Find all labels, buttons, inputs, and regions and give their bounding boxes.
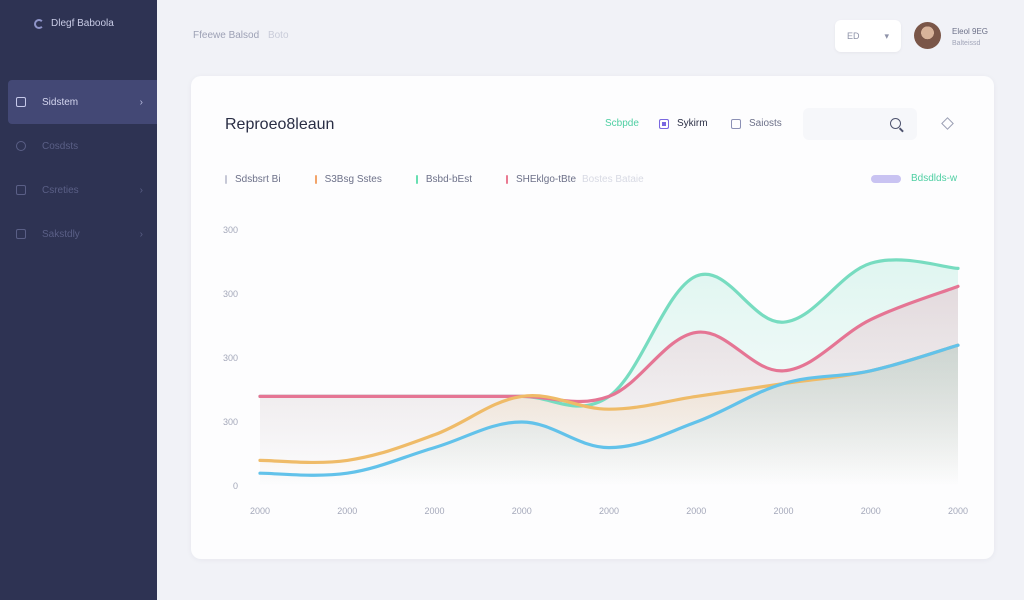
legend-swatch xyxy=(415,175,418,184)
breadcrumb-label: Ffeewe Balsod xyxy=(193,30,260,41)
header-dropdown-label: ED xyxy=(847,31,860,41)
legend-swatch xyxy=(314,175,317,184)
brand-label: Dlegf Baboola xyxy=(51,18,114,29)
breadcrumb[interactable]: Ffeewe Balsod Boto xyxy=(193,30,289,41)
x-tick-label: 2000 xyxy=(424,506,444,516)
filter-label: Sykirm xyxy=(677,118,708,129)
chart-legend: Sdsbsrt Bi S3Bsg Sstes Bsbd-bEst SHEklgo… xyxy=(225,174,644,185)
search-box xyxy=(803,108,917,140)
sidebar-item-sakstdly[interactable]: Sakstdly › xyxy=(8,212,157,256)
legend-label: Sdsbsrt Bi xyxy=(235,174,281,185)
x-tick-label: 2000 xyxy=(773,506,793,516)
sidebar-item-label: Csreties xyxy=(42,184,79,196)
legend-swatch xyxy=(505,175,508,184)
chat-icon xyxy=(16,141,26,151)
series-area-blue xyxy=(260,345,958,486)
x-tick-label: 2000 xyxy=(599,506,619,516)
chevron-right-icon: › xyxy=(139,96,143,108)
legend-label: SHEklgo-tBte xyxy=(515,174,577,185)
checkbox-checked-icon[interactable] xyxy=(659,118,669,129)
legend-item[interactable]: S3Bsg Sstes xyxy=(314,174,382,185)
chevron-right-icon: › xyxy=(139,184,143,196)
series-line-blue[interactable] xyxy=(258,343,960,477)
sidebar-item-sidstem[interactable]: Sidstem › xyxy=(8,80,157,124)
y-tick-label: 300 xyxy=(223,225,238,235)
x-tick-label: 2000 xyxy=(250,506,270,516)
legend-right[interactable]: Bdsdlds-w xyxy=(871,173,957,184)
x-tick-label: 2000 xyxy=(861,506,881,516)
legend-swatch xyxy=(225,175,227,184)
legend-item[interactable]: Sdsbsrt Bi xyxy=(225,174,281,185)
sidebar-item-label: Sidstem xyxy=(42,96,79,108)
legend-label: Bsbd-bEst xyxy=(425,174,472,185)
x-tick-label: 2000 xyxy=(512,506,532,516)
user-role: Balteissd xyxy=(952,40,981,47)
document-icon xyxy=(16,97,26,107)
sidebar-item-label: Sakstdly xyxy=(42,228,80,240)
search-icon[interactable] xyxy=(890,118,901,129)
filter-scbpde[interactable]: Scbpde xyxy=(605,118,639,129)
legend-label: S3Bsg Sstes xyxy=(324,174,382,185)
filter-label: Saiosts xyxy=(749,118,782,129)
x-tick-label: 2000 xyxy=(948,506,968,516)
sidebar-item-label: Cosdsts xyxy=(42,140,79,152)
brand[interactable]: Dlegf Baboola xyxy=(34,18,114,29)
avatar[interactable] xyxy=(914,22,941,49)
x-tick-label: 2000 xyxy=(686,506,706,516)
series-line-pink[interactable] xyxy=(258,284,960,404)
logo-icon xyxy=(34,18,44,29)
filter-saiosts[interactable]: Saiosts xyxy=(731,118,782,129)
breadcrumb-sub: Boto xyxy=(267,30,289,41)
legend-right-label: Bdsdlds-w xyxy=(911,173,958,184)
x-tick-label: 2000 xyxy=(337,506,357,516)
legend-item[interactable]: Bsbd-bEst xyxy=(415,174,472,185)
user-name: Eleol 9EG xyxy=(952,27,989,36)
sidebar: Dlegf Baboola Sidstem › Cosdsts Csreties… xyxy=(0,0,157,600)
chevron-right-icon: › xyxy=(139,228,143,240)
y-tick-label: 300 xyxy=(223,353,238,363)
clipboard-icon xyxy=(16,185,26,195)
settings-icon xyxy=(16,229,26,239)
filter-sykirm[interactable]: Sykirm xyxy=(659,118,708,129)
sidebar-item-csreties[interactable]: Csreties › xyxy=(8,168,157,212)
sidebar-item-cosdsts[interactable]: Cosdsts xyxy=(8,124,157,168)
y-tick-label: 0 xyxy=(233,481,238,491)
header-dropdown-button[interactable]: ED ▾ xyxy=(835,20,901,52)
card-title: Reproeo8leaun xyxy=(225,116,335,133)
legend-item[interactable]: SHEklgo-tBte xyxy=(505,174,577,185)
legend-faded-label: Bostes Bataie xyxy=(582,174,644,185)
checkbox-icon[interactable] xyxy=(731,118,741,129)
y-tick-label: 300 xyxy=(223,417,238,427)
chevron-down-icon: ▾ xyxy=(884,30,889,41)
sidebar-nav: Sidstem › Cosdsts Csreties › Sakstdly › xyxy=(8,80,157,256)
y-tick-label: 300 xyxy=(223,289,238,299)
legend-pill xyxy=(871,174,901,183)
